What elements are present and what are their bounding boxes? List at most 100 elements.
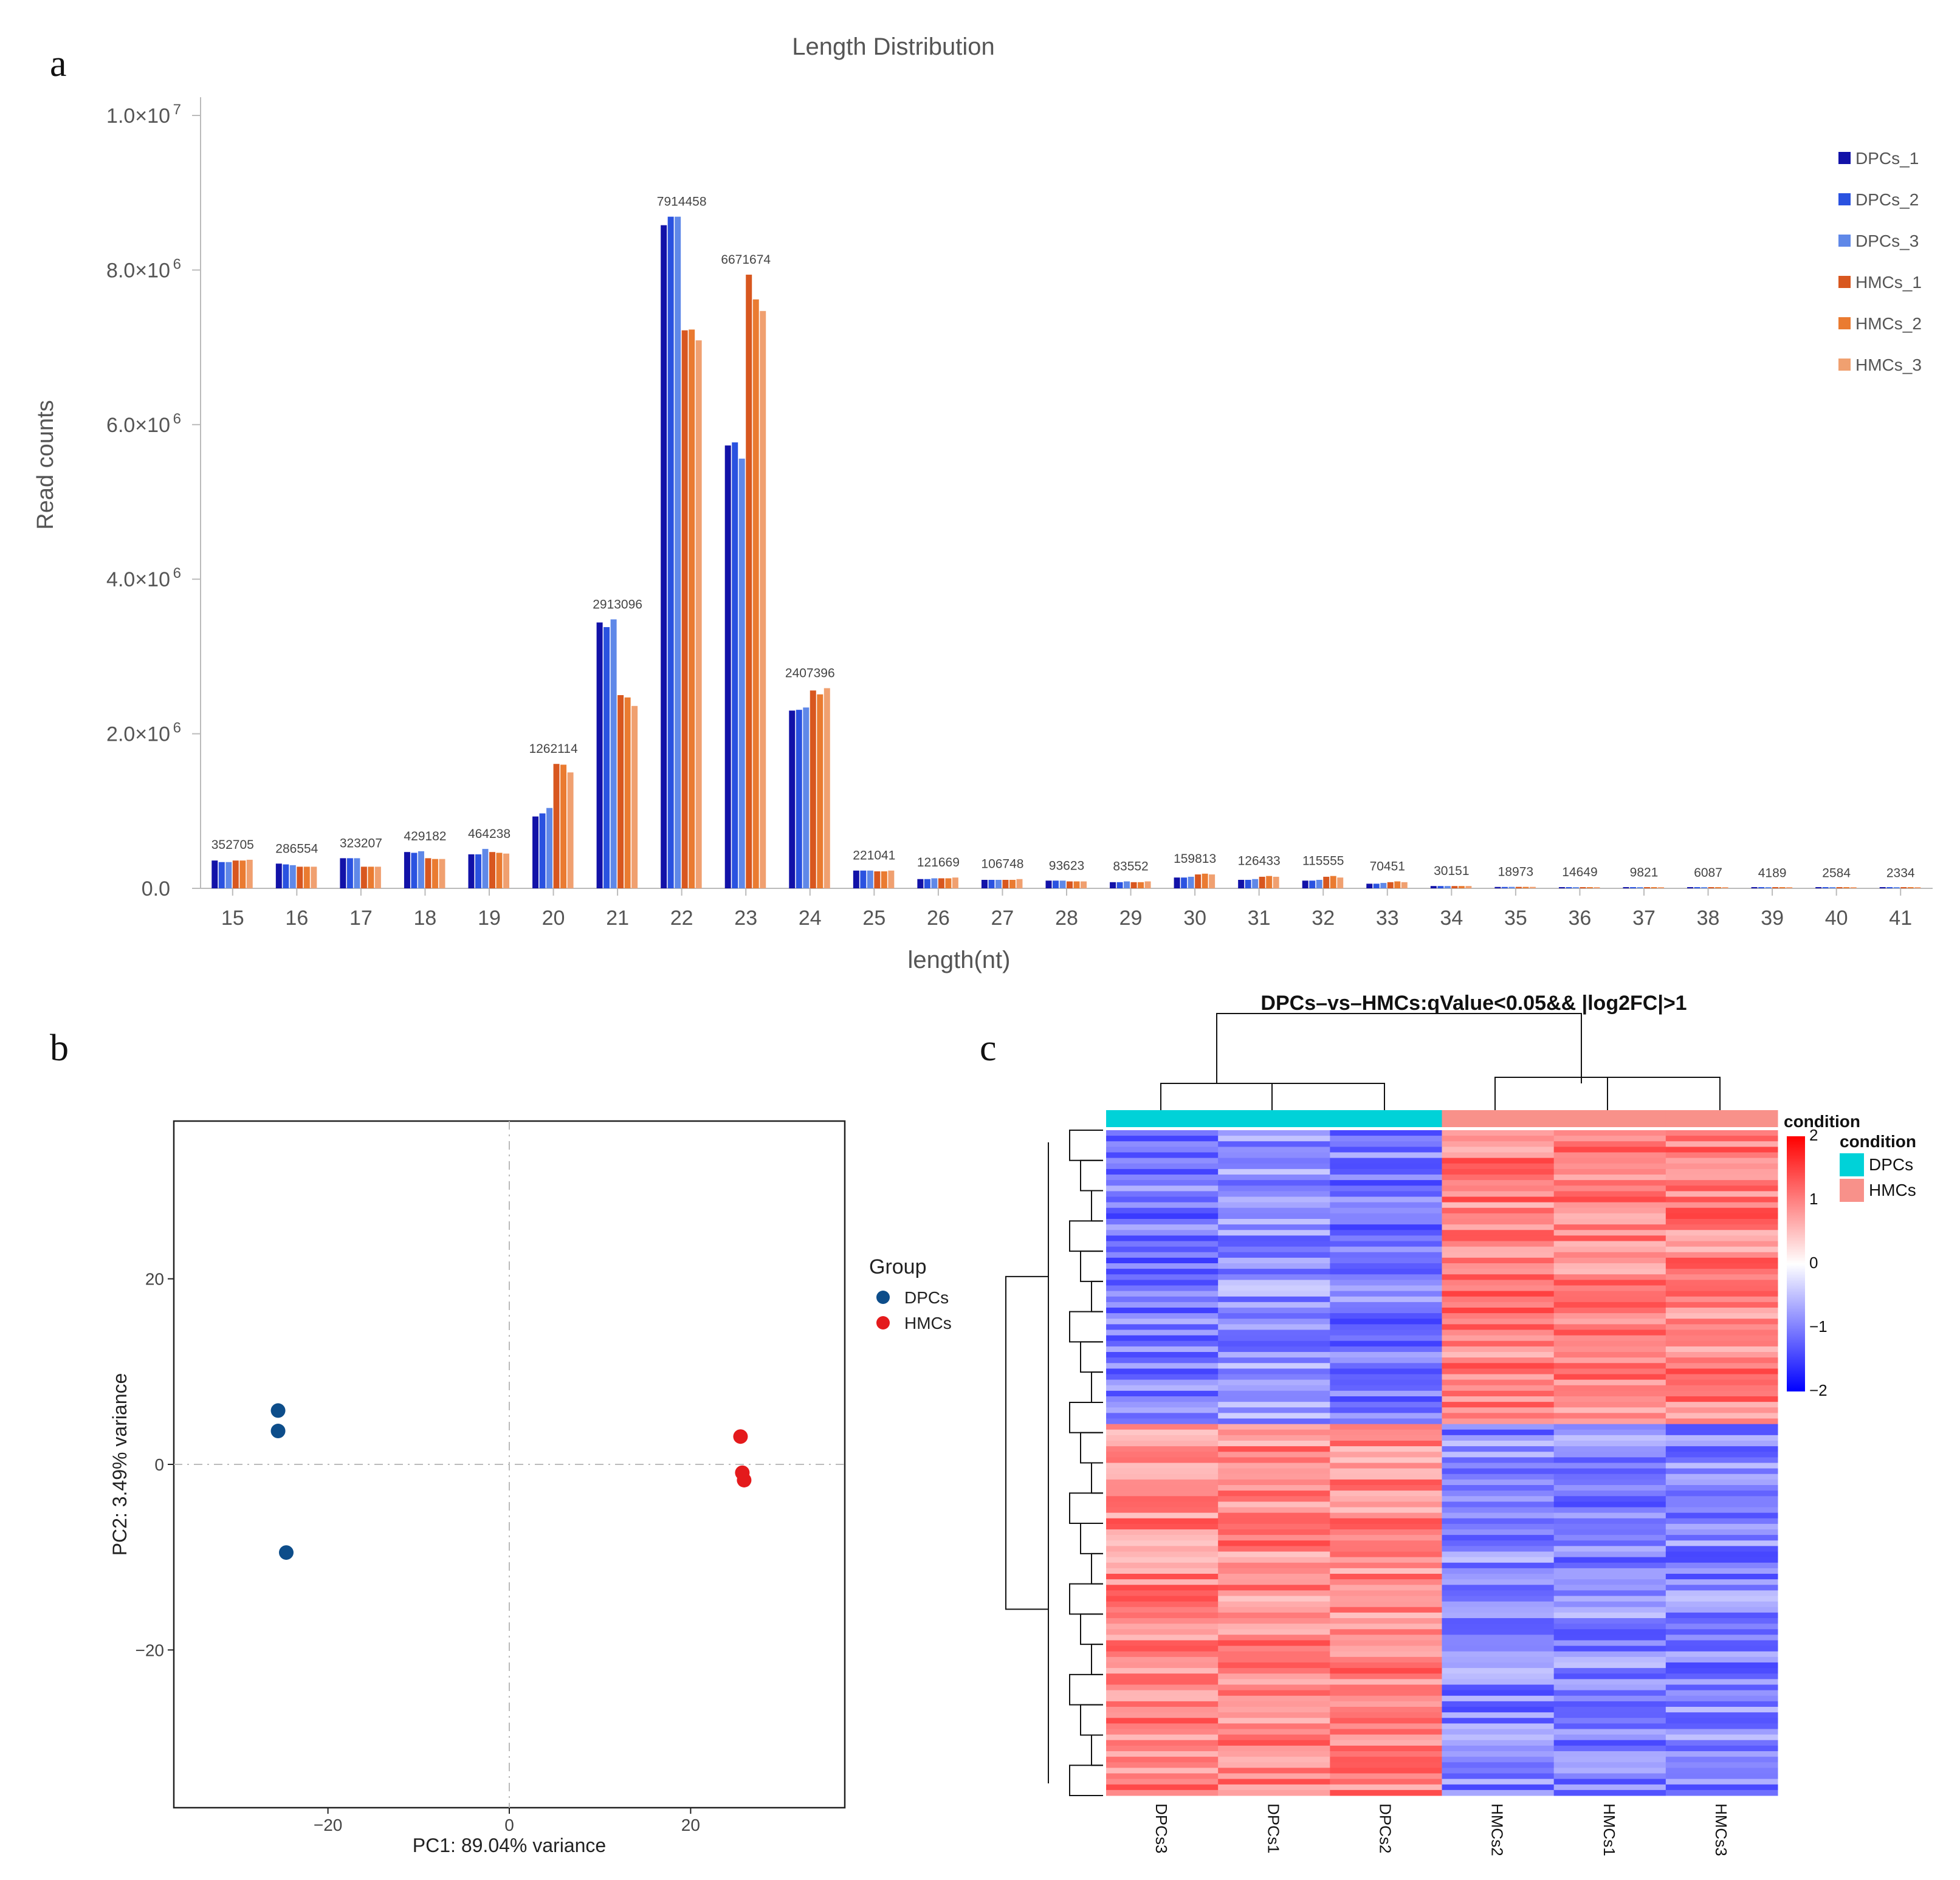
- bar-DPCs_2-31: [1245, 880, 1251, 888]
- bar-value-label: 106748: [981, 857, 1023, 871]
- heatmap-cell: [1218, 1645, 1330, 1652]
- heatmap-cell: [1442, 1629, 1555, 1635]
- heatmap-cell: [1553, 1235, 1666, 1241]
- heatmap-cell: [1553, 1789, 1666, 1796]
- heatmap-cell: [1330, 1252, 1442, 1258]
- heatmap-cell: [1106, 1390, 1219, 1397]
- heatmap-cell: [1442, 1396, 1555, 1402]
- heatmap-cell: [1330, 1479, 1442, 1486]
- heatmap-cell: [1442, 1435, 1555, 1441]
- x-tick-label: 19: [478, 907, 501, 930]
- bar-HMCs_2-40: [1843, 887, 1850, 888]
- heatmap-cell: [1218, 1551, 1330, 1558]
- heatmap-cell: [1106, 1640, 1219, 1647]
- bar-HMCs_2-38: [1715, 887, 1722, 888]
- heatmap-cell: [1330, 1768, 1442, 1774]
- pca-x-tick-label: 20: [681, 1816, 700, 1834]
- condition-legend: condition DPCs HMCs: [1840, 1132, 1916, 1202]
- heatmap-cell: [1553, 1540, 1666, 1546]
- heatmap-cell: [1442, 1308, 1555, 1314]
- heatmap-cell: [1330, 1712, 1442, 1718]
- bar-HMCs_1-38: [1708, 887, 1714, 888]
- heatmap-cell: [1442, 1219, 1555, 1225]
- heatmap-cell: [1442, 1529, 1555, 1535]
- heatmap-cell: [1218, 1269, 1330, 1275]
- heatmap-cell: [1218, 1324, 1330, 1330]
- heatmap-cell: [1330, 1651, 1442, 1658]
- heatmap-cell: [1218, 1568, 1330, 1574]
- bar-DPCs_1-19: [468, 854, 475, 888]
- bar-DPCs_2-19: [475, 854, 481, 888]
- heatmap-cell: [1665, 1590, 1778, 1596]
- heatmap-cell: [1442, 1762, 1555, 1768]
- column-label-DPCs3: DPCs3: [1152, 1803, 1171, 1853]
- bar-DPCs_3-30: [1188, 876, 1194, 888]
- heatmap-cell: [1442, 1457, 1555, 1463]
- heatmap-cell: [1665, 1684, 1778, 1691]
- heatmap-cell: [1442, 1551, 1555, 1558]
- heatmap-cell: [1665, 1435, 1778, 1441]
- pca-legend-title: Group: [869, 1255, 927, 1278]
- bar-HMCs_3-33: [1401, 882, 1408, 888]
- heatmap-cell: [1330, 1656, 1442, 1663]
- legend: DPCs_1 DPCs_2 DPCs_3 HMCs_1 HMCs_2 HMCs_3: [1838, 149, 1922, 374]
- heatmap-cell: [1665, 1612, 1778, 1619]
- bar-DPCs_1-22: [661, 225, 667, 888]
- heatmap-cell: [1106, 1635, 1219, 1641]
- heatmap-cell: [1106, 1707, 1219, 1713]
- heatmap-cell: [1553, 1601, 1666, 1608]
- bar-HMCs_1-28: [1067, 881, 1073, 888]
- heatmap-cell: [1665, 1789, 1778, 1796]
- heatmap-cell: [1330, 1789, 1442, 1796]
- heatmap-cell: [1330, 1662, 1442, 1669]
- heatmap-cell: [1665, 1296, 1778, 1303]
- heatmap-cell: [1106, 1224, 1219, 1230]
- heatmap-cell: [1442, 1473, 1555, 1480]
- bar-group-22: 7914458: [657, 195, 707, 889]
- heatmap-cell: [1665, 1219, 1778, 1225]
- bar-HMCs_3-38: [1722, 887, 1728, 888]
- heatmap-cell: [1553, 1368, 1666, 1374]
- bar-value-label: 221041: [853, 849, 895, 863]
- bar-DPCs_2-24: [796, 710, 802, 888]
- heatmap-cell: [1106, 1252, 1219, 1258]
- heatmap-cell: [1665, 1302, 1778, 1308]
- heatmap-cell: [1330, 1385, 1442, 1391]
- dendro-branch: [1160, 1083, 1273, 1110]
- row-dendro-branch: [1069, 1220, 1103, 1252]
- row-dendro-branch: [1091, 1190, 1103, 1222]
- heatmap-cell: [1665, 1441, 1778, 1447]
- heatmap-cell: [1106, 1158, 1219, 1164]
- heatmap-cell: [1442, 1207, 1555, 1214]
- heatmap-cell: [1442, 1313, 1555, 1319]
- heatmap-cell: [1330, 1452, 1442, 1458]
- heatmap-cell: [1442, 1246, 1555, 1253]
- heatmap-cell: [1442, 1662, 1555, 1669]
- heatmap-cell: [1553, 1695, 1666, 1702]
- bar-HMCs_1-39: [1772, 887, 1779, 888]
- heatmap-cell: [1218, 1457, 1330, 1463]
- bar-group-34: 30151: [1430, 864, 1472, 888]
- bar-HMCs_3-23: [760, 310, 766, 888]
- heatmap-cell: [1106, 1457, 1219, 1463]
- heatmap-cell: [1442, 1673, 1555, 1679]
- bar-DPCs_3-39: [1765, 887, 1772, 888]
- colorbar-title: condition: [1784, 1112, 1860, 1131]
- pca-ticks: −20 0 20 −20 0 20: [136, 1270, 700, 1834]
- heatmap-cell: [1218, 1707, 1330, 1713]
- heatmap-cell: [1553, 1607, 1666, 1613]
- bar-group-40: 2584: [1815, 866, 1857, 888]
- heatmap-cell: [1106, 1585, 1219, 1591]
- heatmap-cell: [1330, 1557, 1442, 1563]
- bar-value-label: 115555: [1302, 854, 1344, 868]
- heatmap-cell: [1442, 1734, 1555, 1741]
- heatmap-cell: [1665, 1196, 1778, 1203]
- bar-DPCs_2-37: [1630, 887, 1636, 888]
- heatmap-cell: [1106, 1501, 1219, 1508]
- heatmap-cell: [1106, 1313, 1219, 1319]
- column-label-DPCs1: DPCs1: [1264, 1803, 1282, 1853]
- heatmap-cell: [1665, 1168, 1778, 1175]
- heatmap-cell: [1330, 1357, 1442, 1364]
- heatmap-cell: [1442, 1773, 1555, 1780]
- bar-HMCs_3-25: [888, 870, 895, 888]
